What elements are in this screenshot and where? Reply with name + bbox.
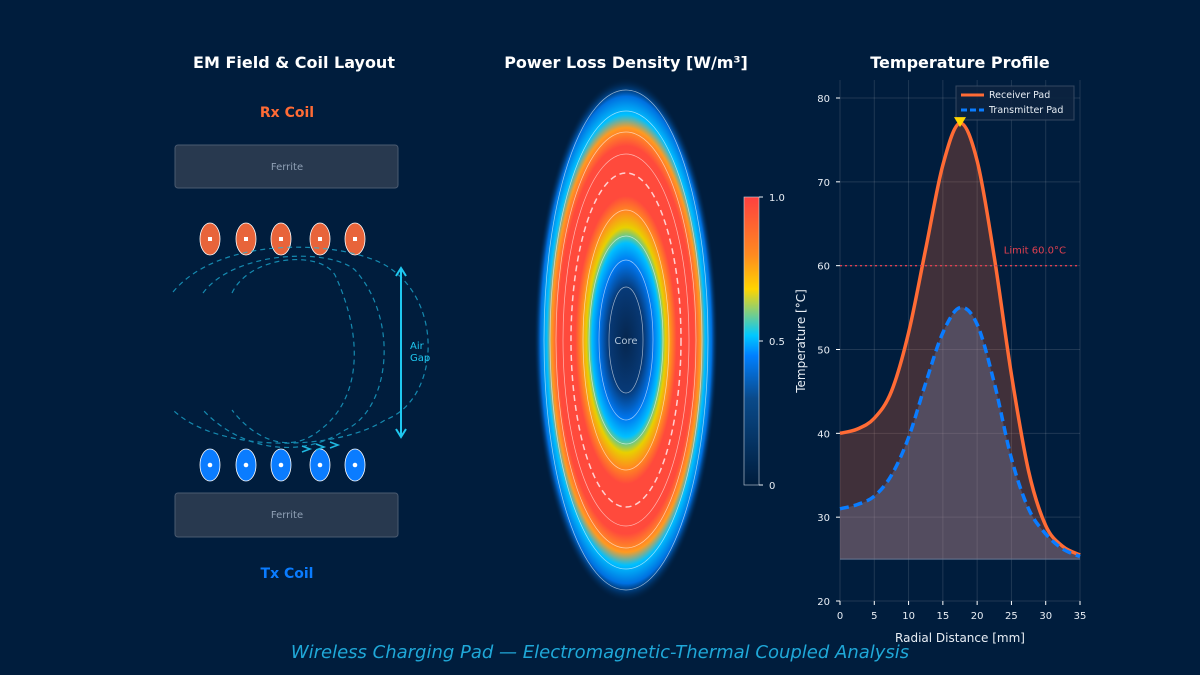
ferrite-top-label: Ferrite [271, 162, 303, 173]
colorbar-tick: 0 [769, 481, 775, 492]
panel-title: EM Field & Coil Layout [193, 53, 395, 72]
em-field-panel: EM Field & Coil Layout Rx Coil Ferrite F… [172, 53, 430, 582]
contour-lines [543, 89, 709, 591]
legend-label: Receiver Pad [989, 90, 1050, 101]
axes: 0 5 10 15 20 25 30 35 20 30 40 50 60 70 80 [817, 94, 1086, 622]
ferrite-top [174, 144, 399, 189]
colorbar [743, 196, 760, 486]
y-tick-label: 30 [817, 513, 830, 524]
core-label: Core [614, 336, 637, 347]
power-loss-panel: Power Loss Density [W/m³] Core 1.0 0.5 0 [504, 53, 785, 602]
y-axis-label: Temperature [°C] [794, 289, 808, 394]
fills [840, 123, 1080, 560]
y-tick-label: 80 [817, 94, 830, 105]
air-gap-arrow [395, 266, 407, 439]
y-tick-label: 40 [817, 429, 830, 440]
x-tick-label: 35 [1074, 611, 1087, 622]
footer-caption: Wireless Charging Pad — Electromagnetic-… [291, 642, 909, 663]
loss-density-map [534, 78, 718, 602]
x-tick-label: 15 [936, 611, 949, 622]
x-axis-label: Radial Distance [mm] [895, 631, 1025, 645]
x-tick-label: 20 [971, 611, 984, 622]
x-tick-label: 10 [902, 611, 915, 622]
peak-triangle-icon [954, 117, 966, 128]
x-tick-label: 5 [871, 611, 877, 622]
ferrite-bottom-label: Ferrite [271, 510, 303, 521]
series-line-transmitter [839, 305, 1081, 559]
series-fill [840, 307, 1080, 560]
y-tick-label: 60 [817, 262, 830, 273]
current-out-icon [279, 237, 283, 241]
tx-coil-label: Tx Coil [261, 566, 314, 582]
current-in-icon [243, 462, 249, 468]
panel-title: Power Loss Density [W/m³] [504, 53, 748, 72]
temperature-chart: Temperature Profile 0 5 10 15 20 25 30 35 20 30 40… [794, 53, 1086, 645]
colorbar-tick: 1.0 [769, 193, 785, 204]
coils [199, 222, 366, 482]
x-tick-label: 25 [1005, 611, 1018, 622]
y-tick-label: 70 [817, 178, 830, 189]
colorbar-tick: 0.5 [769, 337, 785, 348]
current-in-icon [207, 462, 213, 468]
peak-marker [954, 117, 966, 128]
current-in-icon [278, 462, 284, 468]
limit-label: Limit 60.0°C [1004, 246, 1066, 257]
air-gap-label: Gap [410, 353, 430, 364]
legend: Receiver Pad Transmitter Pad [955, 85, 1075, 121]
current-out-icon [208, 237, 212, 241]
field-arrows [301, 441, 341, 453]
x-tick-label: 0 [837, 611, 843, 622]
y-tick-label: 50 [817, 346, 830, 357]
current-in-icon [352, 462, 358, 468]
current-out-icon [353, 237, 357, 241]
air-gap-label: Air [410, 341, 425, 352]
legend-label: Transmitter Pad [988, 105, 1063, 116]
x-tick-label: 30 [1039, 611, 1052, 622]
y-tick-label: 20 [817, 597, 830, 608]
rx-coil-label: Rx Coil [260, 105, 314, 121]
current-out-icon [244, 237, 248, 241]
peak-contour [570, 172, 682, 508]
field-lines [172, 246, 429, 448]
series-fill [840, 123, 1080, 560]
ferrite-bottom [174, 492, 399, 538]
grid [839, 80, 1081, 602]
current-in-icon [317, 462, 323, 468]
chart-title: Temperature Profile [870, 53, 1050, 72]
current-out-icon [318, 237, 322, 241]
